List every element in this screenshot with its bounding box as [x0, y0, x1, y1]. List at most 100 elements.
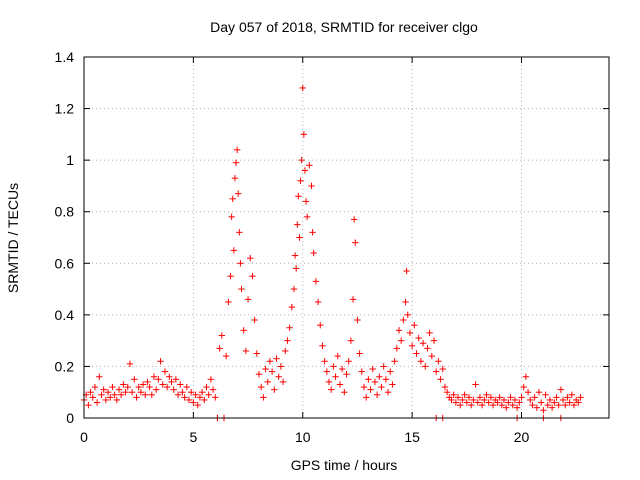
data-point: [332, 373, 339, 380]
data-point: [369, 365, 376, 373]
data-point: [196, 394, 204, 401]
data-point: [236, 229, 243, 236]
data-point: [428, 352, 436, 360]
data-point: [533, 404, 541, 411]
data-point: [343, 370, 350, 378]
data-point: [511, 396, 519, 404]
data-point: [520, 383, 527, 391]
data-point: [131, 376, 138, 383]
y-tick-label: 1.2: [55, 101, 75, 117]
data-point: [240, 327, 247, 334]
data-point: [336, 381, 344, 388]
data-point: [117, 391, 125, 398]
data-point: [295, 193, 302, 200]
data-point: [135, 383, 142, 391]
data-point: [183, 383, 191, 391]
data-point: [91, 383, 99, 391]
data-point: [203, 383, 210, 391]
data-point: [531, 394, 538, 401]
data-point: [577, 394, 584, 401]
data-point: [481, 396, 488, 404]
data-point: [174, 391, 182, 398]
y-tick-label: 0.8: [55, 204, 75, 220]
data-point: [387, 368, 394, 375]
data-point: [347, 337, 355, 344]
data-point: [566, 399, 573, 406]
data-point: [170, 386, 177, 393]
data-point: [312, 278, 320, 285]
data-point: [266, 358, 274, 365]
data-point: [216, 345, 223, 352]
data-point: [555, 401, 562, 409]
data-point: [231, 174, 239, 182]
data-point: [350, 216, 358, 223]
data-point: [395, 327, 403, 334]
data-point: [338, 365, 346, 373]
data-point: [301, 167, 309, 174]
data-point: [435, 358, 442, 365]
ticks: 0 0.2 0.4 0.6 0.8 1 1.2 1.4 0 5 10 15 20: [55, 49, 609, 445]
data-point: [356, 350, 363, 357]
data-point: [148, 391, 156, 398]
data-point: [144, 378, 151, 386]
data-point: [502, 404, 510, 411]
x-tick-label: 10: [295, 429, 311, 445]
data-point: [575, 399, 582, 406]
data-point: [529, 401, 536, 409]
data-point: [107, 394, 114, 401]
data-point: [568, 391, 576, 398]
data-point: [155, 376, 162, 383]
data-point: [187, 389, 195, 396]
data-point: [198, 389, 206, 396]
data-point: [157, 358, 164, 365]
data-point: [403, 267, 410, 275]
data-point: [472, 381, 479, 388]
data-point: [222, 352, 230, 360]
data-point: [483, 391, 490, 398]
data-point: [255, 370, 263, 378]
data-point: [242, 347, 250, 355]
data-point: [233, 146, 241, 154]
data-point: [551, 399, 558, 406]
data-point: [334, 352, 341, 360]
data-point: [437, 376, 444, 383]
data-point: [365, 376, 372, 383]
data-point: [207, 376, 215, 383]
data-point: [562, 401, 569, 409]
data-point: [109, 383, 116, 391]
data-point: [553, 394, 560, 401]
data-point: [354, 316, 361, 324]
data-point: [500, 396, 508, 404]
data-point: [393, 345, 401, 352]
data-point: [230, 247, 238, 254]
data-point: [360, 383, 368, 391]
data-point: [441, 383, 449, 391]
data-point: [465, 394, 473, 401]
data-point: [291, 252, 299, 259]
data-point: [168, 378, 175, 386]
data-point: [323, 368, 331, 375]
data-point: [564, 394, 571, 401]
data-point: [507, 394, 514, 401]
data-point: [296, 234, 303, 241]
data-point: [238, 285, 245, 293]
data-point: [185, 396, 193, 404]
data-point: [286, 324, 293, 331]
data-point: [172, 376, 180, 383]
data-point: [264, 378, 271, 386]
data-point: [133, 394, 140, 401]
data-point: [417, 358, 425, 365]
data-point: [314, 298, 322, 306]
data-point: [487, 394, 495, 401]
data-point: [96, 373, 103, 380]
data-point: [300, 131, 308, 138]
data-point: [406, 329, 414, 337]
data-point: [411, 321, 418, 329]
data-point: [212, 394, 219, 401]
data-point: [228, 213, 235, 221]
y-tick-label: 0.6: [55, 255, 75, 271]
data-point: [152, 386, 160, 393]
data-point: [277, 363, 285, 370]
data-point: [159, 381, 166, 388]
data-point: [120, 381, 127, 388]
